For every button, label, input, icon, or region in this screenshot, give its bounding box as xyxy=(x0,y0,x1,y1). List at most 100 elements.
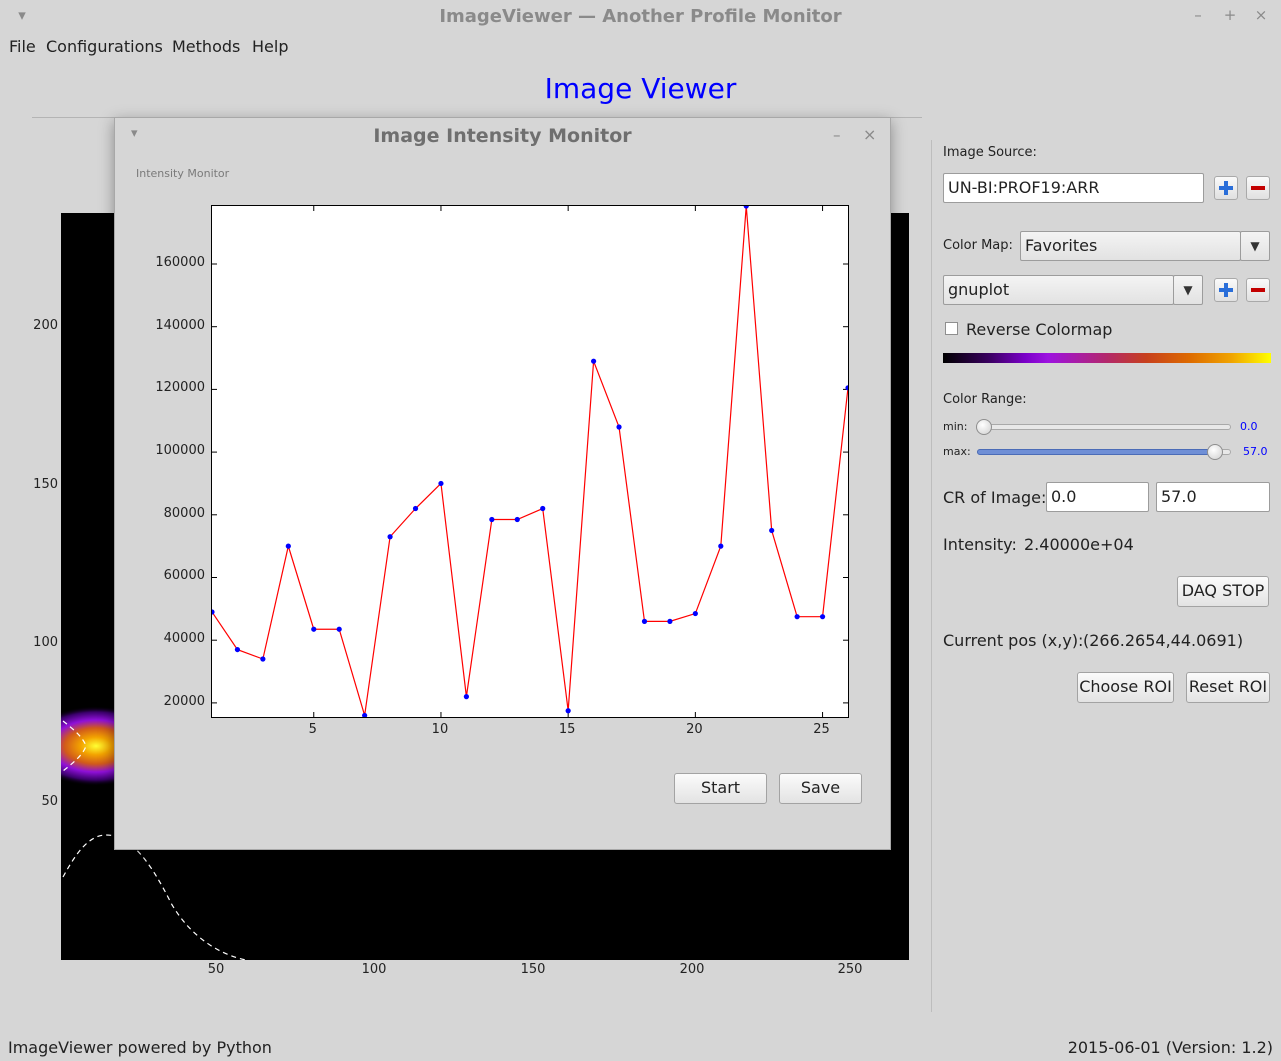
reverse-colormap-checkbox[interactable] xyxy=(945,322,958,335)
x-tick-label: 5 xyxy=(308,722,317,737)
colorbar xyxy=(943,353,1271,363)
cr-label: CR of Image: xyxy=(943,488,1047,507)
data-point xyxy=(667,618,673,624)
data-point xyxy=(362,712,368,717)
y-tick-label: 160000 xyxy=(155,254,205,270)
intensity-value: 2.40000e+04 xyxy=(1024,535,1134,554)
min-slider[interactable] xyxy=(977,424,1231,430)
x-tick-label: 15 xyxy=(558,722,576,737)
image-source-label: Image Source: xyxy=(943,145,1037,160)
daq-stop-button[interactable]: DAQ STOP xyxy=(1177,576,1269,607)
app-heading: Image Viewer xyxy=(544,72,737,105)
dialog-close-icon[interactable]: × xyxy=(863,125,877,144)
menu-help[interactable]: Help xyxy=(252,37,289,56)
dialog-minimize-icon[interactable]: – xyxy=(833,126,841,144)
data-point xyxy=(438,480,444,487)
menu-methods[interactable]: Methods xyxy=(172,37,241,56)
x-tick-label: 25 xyxy=(813,722,830,737)
maximize-icon[interactable]: + xyxy=(1223,6,1237,24)
y-tick-label: 60000 xyxy=(163,568,205,584)
remove-colormap-button[interactable] xyxy=(1246,278,1270,302)
reverse-colormap-label: Reverse Colormap xyxy=(966,320,1113,339)
image-xtick-label: 250 xyxy=(837,962,863,977)
window-title: ImageViewer — Another Profile Monitor xyxy=(439,6,842,27)
data-point xyxy=(514,516,520,523)
image-xtick-label: 200 xyxy=(679,962,705,977)
max-value: 57.0 xyxy=(1243,445,1268,458)
data-point xyxy=(641,618,648,624)
status-powered-by: ImageViewer powered by Python xyxy=(8,1038,272,1057)
intensity-plot[interactable] xyxy=(211,205,849,718)
menu-configurations[interactable]: Configurations xyxy=(46,37,163,56)
intensity-label: Intensity: xyxy=(943,535,1017,554)
color-map-category-select[interactable]: Favorites xyxy=(1020,231,1241,261)
data-point xyxy=(311,626,317,632)
minus-icon xyxy=(1251,288,1265,292)
panel-divider xyxy=(931,140,932,1012)
data-point xyxy=(591,358,597,364)
window-titlebar[interactable]: ▾ ImageViewer — Another Profile Monitor … xyxy=(0,0,1281,34)
reset-roi-button[interactable]: Reset ROI xyxy=(1186,672,1270,703)
y-tick-label: 20000 xyxy=(163,693,205,709)
intensity-monitor-group-label: Intensity Monitor xyxy=(136,167,230,180)
image-ytick-label: 50 xyxy=(41,794,58,809)
minus-icon xyxy=(1251,186,1265,190)
data-point xyxy=(565,708,571,714)
data-point xyxy=(743,206,749,209)
add-source-button[interactable] xyxy=(1214,176,1238,200)
menu-file[interactable]: File xyxy=(9,37,36,56)
image-ytick-label: 100 xyxy=(33,635,58,650)
colormap-select[interactable]: gnuplot xyxy=(943,275,1174,305)
y-tick-label: 80000 xyxy=(163,505,205,521)
cr-min-input[interactable]: 0.0 xyxy=(1046,482,1149,512)
data-point xyxy=(794,614,800,620)
image-xtick-label: 100 xyxy=(361,962,387,977)
data-point xyxy=(387,534,393,540)
data-point xyxy=(336,626,342,632)
data-point xyxy=(412,505,419,512)
window-menu-icon[interactable]: ▾ xyxy=(18,6,26,24)
y-tick-label: 140000 xyxy=(155,317,205,333)
min-slider-handle[interactable] xyxy=(976,419,992,435)
add-colormap-button[interactable] xyxy=(1214,278,1238,302)
chevron-down-icon[interactable]: ▼ xyxy=(1173,275,1203,305)
current-pos-label: Current pos (x,y): xyxy=(943,631,1084,650)
cr-max-input[interactable]: 57.0 xyxy=(1156,482,1270,512)
image-ytick-label: 200 xyxy=(33,318,58,333)
chevron-down-icon[interactable]: ▼ xyxy=(1240,231,1270,261)
image-xtick-label: 150 xyxy=(520,962,546,977)
y-tick-label: 100000 xyxy=(155,443,205,459)
data-point xyxy=(285,543,291,549)
close-icon[interactable]: × xyxy=(1254,6,1268,24)
y-tick-label: 120000 xyxy=(155,380,205,396)
intensity-chart xyxy=(212,206,848,717)
image-source-input[interactable]: UN-BI:PROF19:ARR xyxy=(943,173,1204,203)
intensity-monitor-dialog[interactable]: ▾ Image Intensity Monitor – × Intensity … xyxy=(114,117,891,850)
max-slider-handle[interactable] xyxy=(1207,444,1223,460)
x-tick-label: 10 xyxy=(431,722,449,737)
data-point xyxy=(819,614,826,620)
image-ytick-label: 150 xyxy=(33,477,58,492)
data-point xyxy=(718,543,724,549)
choose-roi-button[interactable]: Choose ROI xyxy=(1077,672,1174,703)
dialog-title: Image Intensity Monitor xyxy=(373,125,632,147)
data-point xyxy=(463,694,469,700)
data-point xyxy=(234,646,241,653)
dialog-menu-icon[interactable]: ▾ xyxy=(131,126,138,141)
data-point xyxy=(540,505,546,512)
roi-contour-upper xyxy=(62,720,87,772)
max-slider-fill xyxy=(977,449,1215,455)
data-point xyxy=(845,385,848,391)
data-point xyxy=(489,516,495,523)
minimize-icon[interactable]: – xyxy=(1194,6,1202,24)
status-version: 2015-06-01 (Version: 1.2) xyxy=(1067,1038,1273,1057)
min-label: min: xyxy=(943,420,968,433)
start-button[interactable]: Start xyxy=(674,773,767,804)
save-button[interactable]: Save xyxy=(779,773,862,804)
data-point xyxy=(692,610,698,617)
x-tick-label: 20 xyxy=(686,722,703,737)
color-map-label: Color Map: xyxy=(943,238,1013,253)
data-point xyxy=(769,527,775,534)
remove-source-button[interactable] xyxy=(1246,176,1270,200)
max-label: max: xyxy=(943,445,971,458)
